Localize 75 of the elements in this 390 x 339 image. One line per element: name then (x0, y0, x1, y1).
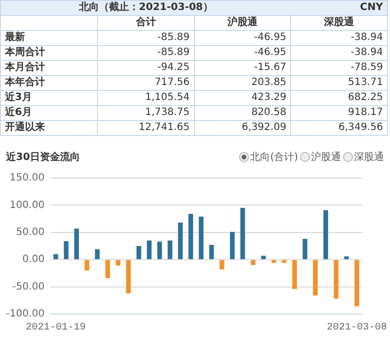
bar (230, 232, 235, 260)
bar (282, 260, 287, 263)
text: 918.17 (348, 107, 383, 118)
category-label: 本月合计 (5, 62, 45, 73)
bar (74, 228, 79, 260)
bar (198, 216, 204, 260)
text: -78.59 (350, 62, 383, 73)
text: 1,105.54 (145, 92, 190, 103)
bar (136, 246, 142, 260)
bar (250, 260, 256, 266)
text: -38.94 (350, 47, 383, 58)
legend-label: 北向(合计) (249, 150, 298, 164)
bar (240, 208, 246, 260)
category-label: 近3月 (5, 92, 32, 103)
bar (344, 256, 349, 260)
y-tick-label: -50.00 (12, 281, 45, 292)
category-label: 本年合计 (5, 77, 45, 88)
y-tick-label: 0.00 (22, 254, 45, 266)
text: 513.71 (348, 77, 383, 88)
bar (105, 260, 110, 278)
bar (168, 240, 172, 260)
bar (271, 260, 276, 263)
y-tick-label: 50.00 (16, 226, 45, 238)
text: -46.95 (254, 47, 286, 58)
bar (313, 260, 318, 296)
y-tick-label: 100.00 (10, 200, 45, 211)
bar (188, 214, 194, 260)
bar (84, 260, 90, 270)
bar (64, 241, 69, 260)
y-tick-label: -100.00 (6, 308, 45, 320)
bar (116, 260, 120, 266)
chart-title: 近30日资金流向 (6, 150, 80, 164)
x-tick-label: 2021-01-19 (26, 322, 86, 334)
bar (323, 210, 328, 260)
bar (354, 260, 360, 306)
text: -85.89 (157, 32, 190, 43)
text: 深股通 (353, 150, 384, 164)
bar (209, 244, 214, 260)
category-label: 沪股通 (194, 16, 291, 30)
bar (292, 260, 297, 289)
text: -85.89 (157, 47, 190, 58)
text: -38.94 (350, 32, 383, 43)
category-label: 深股通 (290, 16, 388, 30)
bar (157, 242, 162, 260)
y-tick-label: 150.00 (10, 172, 45, 184)
text: -46.95 (254, 32, 286, 43)
text: -15.67 (254, 62, 286, 73)
bar (126, 260, 131, 294)
text: 沪股通 (310, 150, 341, 164)
text: 820.58 (251, 107, 286, 118)
text: 12,741.65 (138, 122, 190, 133)
text: 6,392.09 (242, 122, 286, 133)
x-tick-label: 2021-03-08 (326, 322, 387, 334)
text: -94.25 (157, 62, 190, 73)
bar (302, 238, 308, 260)
bar (261, 256, 266, 260)
category-label: 本周合计 (5, 47, 45, 58)
text: 6,349.56 (338, 122, 383, 133)
text: 203.85 (251, 77, 286, 88)
bar (220, 260, 224, 270)
bar (178, 222, 183, 260)
text: 1,738.75 (145, 107, 190, 118)
category-label: 合计 (98, 16, 194, 30)
text: 423.29 (251, 92, 286, 103)
text: CNY (290, 0, 388, 16)
category-label: 开通以来 (5, 122, 45, 133)
bar (94, 249, 100, 260)
text: 682.25 (348, 92, 383, 103)
text: 717.56 (154, 77, 190, 88)
bar (146, 240, 152, 260)
category-label: 近6月 (5, 107, 32, 118)
bar (334, 260, 338, 299)
bar (53, 254, 58, 260)
category-label: 最新 (5, 32, 25, 43)
text: 北向（截止：2021-03-08） (0, 0, 291, 16)
